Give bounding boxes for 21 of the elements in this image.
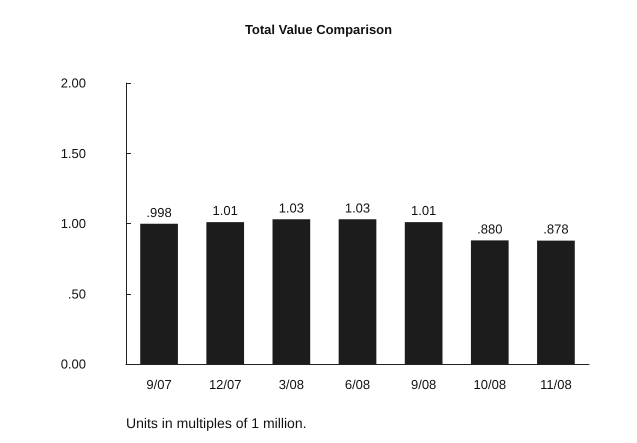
data-label: .878 bbox=[543, 222, 569, 237]
data-label: 1.01 bbox=[212, 203, 238, 218]
data-label: 1.03 bbox=[344, 200, 370, 216]
x-tick-label: 12/07 bbox=[208, 377, 242, 392]
x-tick-label: 9/07 bbox=[146, 377, 172, 392]
x-tick-label: 9/08 bbox=[410, 377, 436, 392]
data-label: 1.03 bbox=[278, 200, 304, 216]
y-tick-label: 1.50 bbox=[60, 146, 86, 161]
x-tick-label: 11/08 bbox=[540, 377, 572, 392]
data-label: .880 bbox=[477, 221, 502, 236]
y-tick-label: 2.00 bbox=[60, 76, 86, 90]
data-label: .998 bbox=[146, 204, 172, 220]
x-tick-label: 6/08 bbox=[344, 377, 370, 392]
y-tick-label: 0.00 bbox=[60, 356, 86, 372]
text: Units in multiples of 1 million. bbox=[126, 415, 307, 431]
y-tick-label: .50 bbox=[68, 286, 86, 302]
y-tick-label: 1.00 bbox=[60, 216, 86, 231]
data-label: 1.01 bbox=[410, 203, 436, 218]
chart-title: Total Value Comparison bbox=[244, 22, 392, 37]
x-tick-label: 10/08 bbox=[474, 377, 506, 392]
x-tick-label: 3/08 bbox=[278, 377, 304, 392]
